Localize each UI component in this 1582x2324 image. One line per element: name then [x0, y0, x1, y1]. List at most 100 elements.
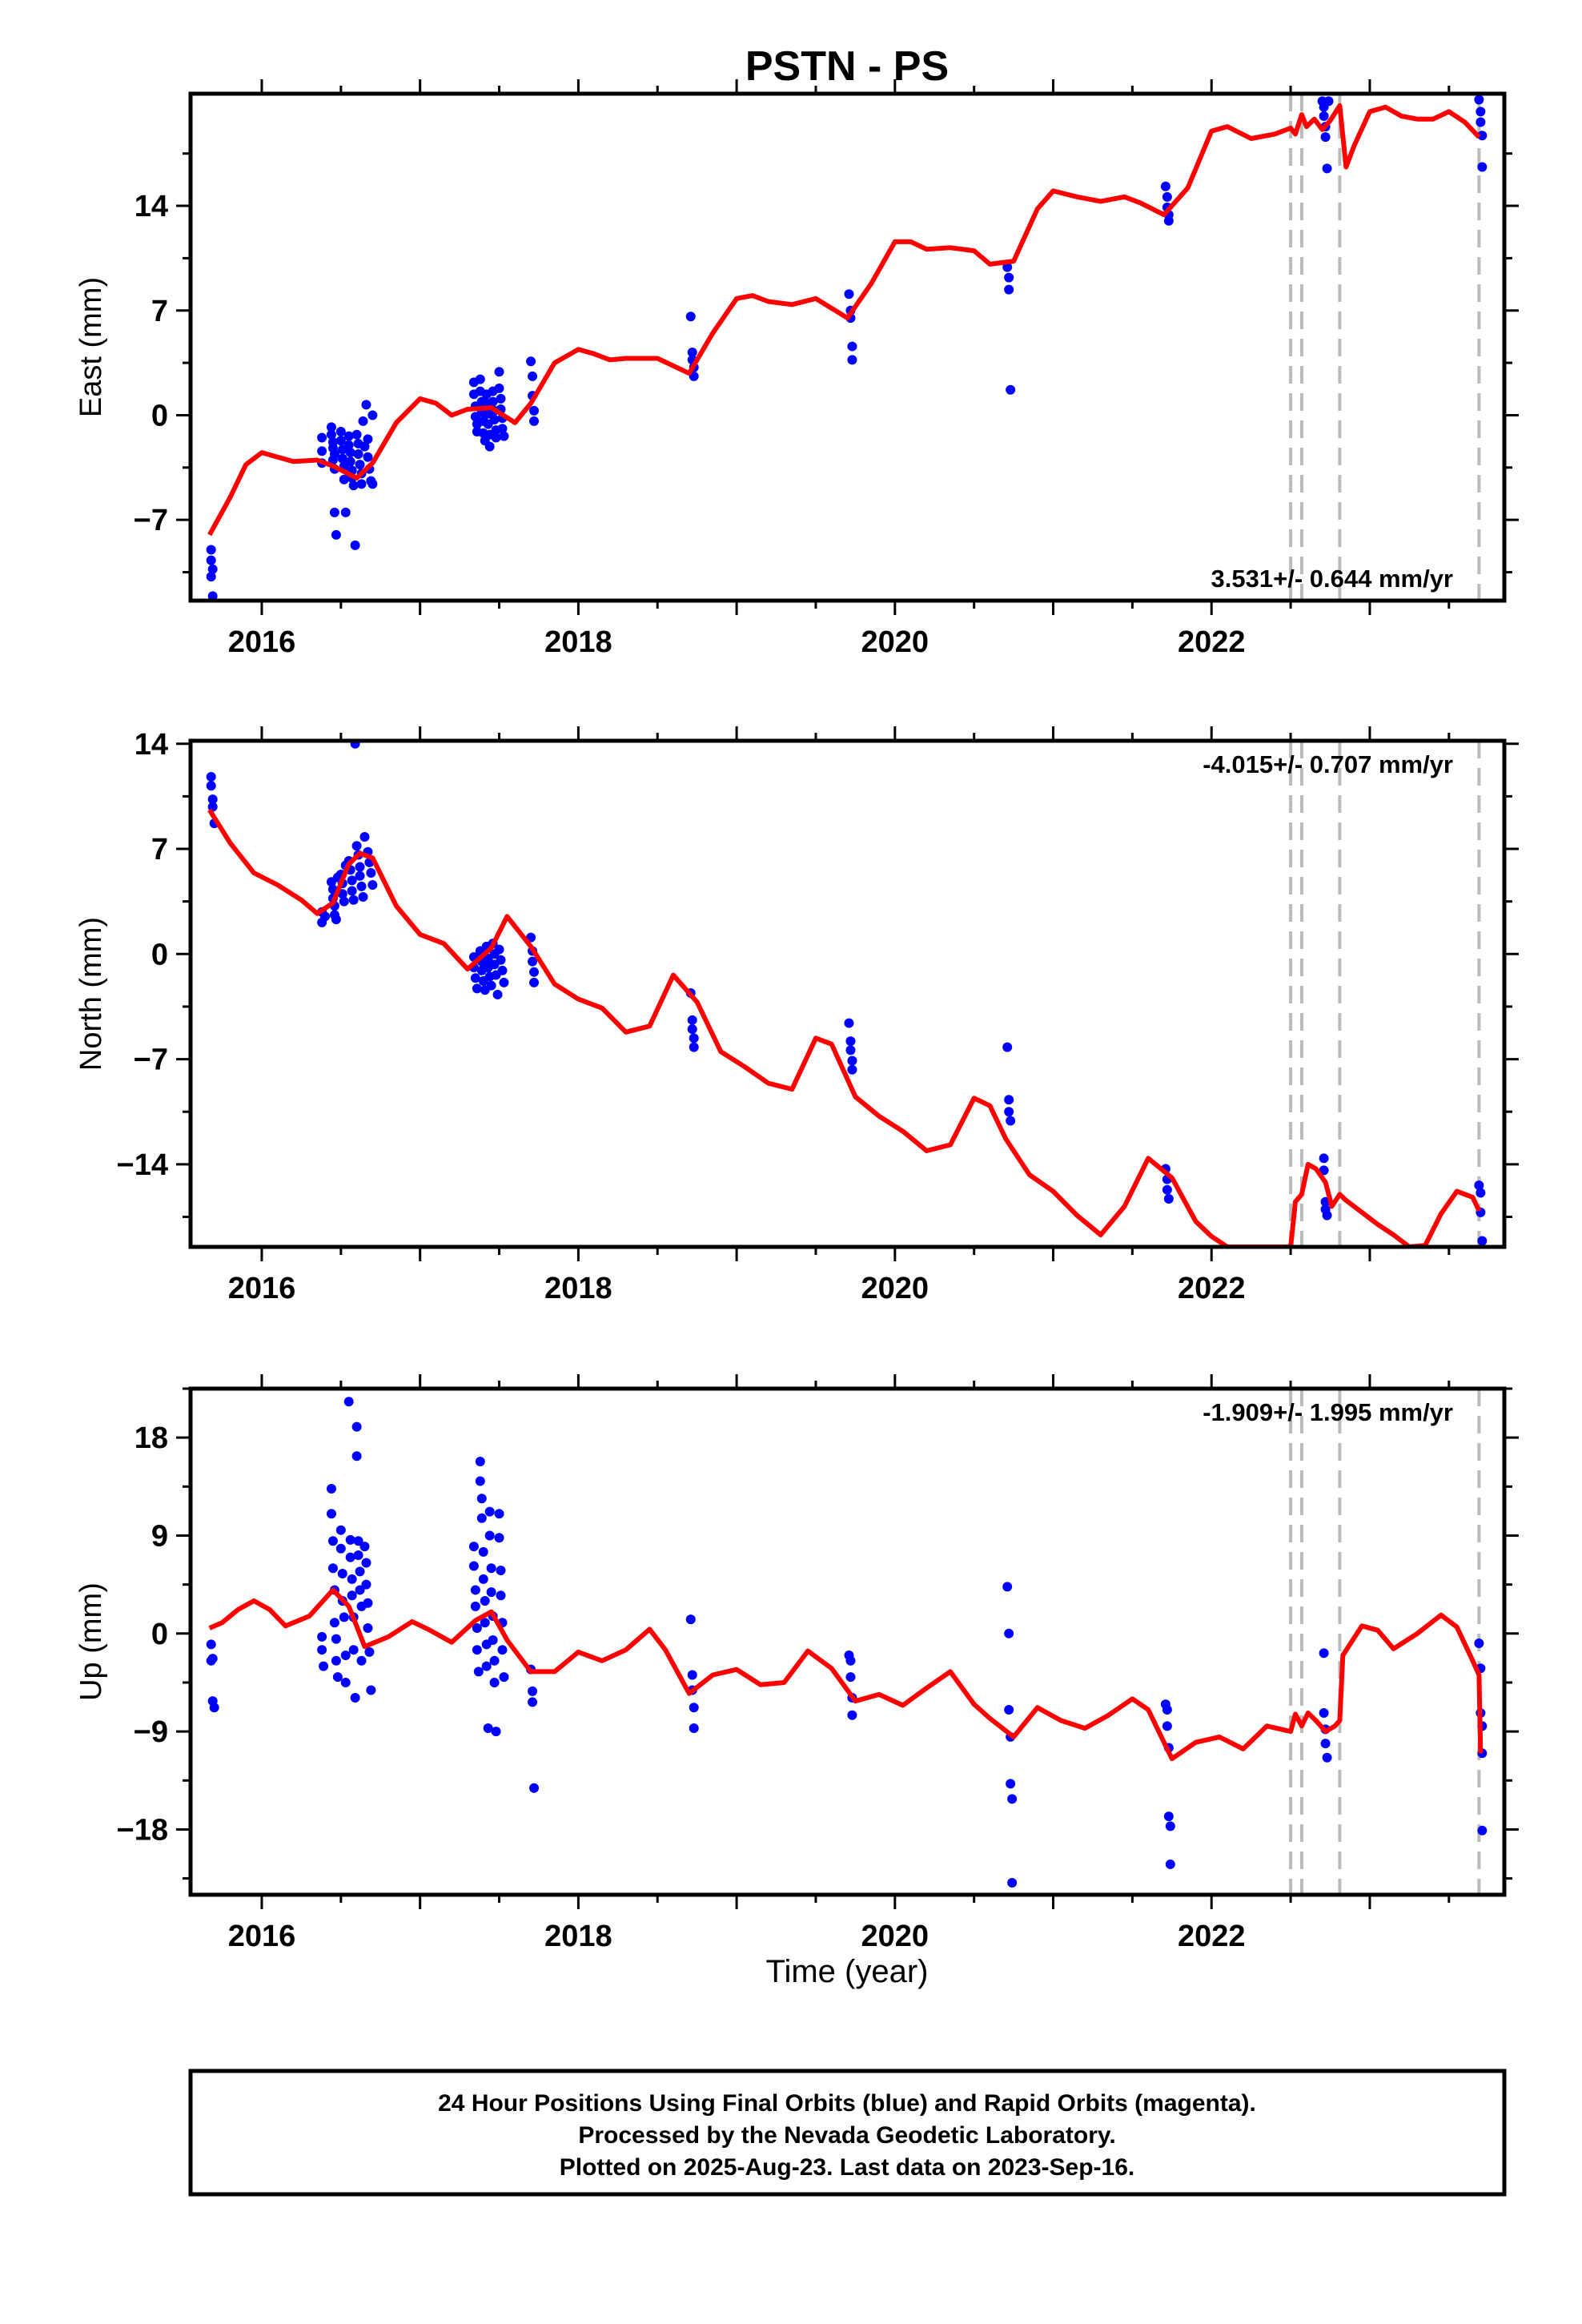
footer-line-2: Processed by the Nevada Geodetic Laborat… — [578, 2122, 1115, 2149]
up-data-point — [209, 1703, 219, 1713]
east-x-tick-label: 2016 — [228, 625, 296, 659]
up-rate-label: -1.909+/- 1.995 mm/yr — [1203, 1398, 1453, 1426]
up-data-point — [327, 1563, 338, 1574]
up-data-point — [494, 1509, 504, 1519]
east-data-point — [1006, 384, 1016, 395]
up-data-point — [355, 1585, 365, 1595]
east-data-point — [529, 416, 540, 426]
north-y-tick-label: 0 — [151, 938, 168, 971]
chart-title: PSTN - PS — [745, 43, 949, 90]
east-data-point — [331, 529, 341, 540]
north-data-point — [847, 1064, 857, 1075]
up-data-point — [472, 1645, 482, 1655]
east-data-point — [1322, 163, 1332, 174]
up-data-point — [847, 1710, 857, 1720]
north-frame — [188, 738, 1507, 1249]
up-data-point — [1002, 1582, 1013, 1592]
up-model-line — [208, 1587, 1484, 1762]
east-data-point — [1319, 111, 1329, 122]
up-data-point — [1007, 1878, 1018, 1888]
up-data-point — [331, 1655, 341, 1666]
north-data-point — [339, 896, 349, 907]
up-x-tick-label: 2020 — [861, 1920, 930, 1953]
up-data-point — [1163, 1811, 1174, 1822]
north-data-point — [367, 880, 378, 891]
east-data-point — [367, 479, 378, 489]
east-data-point — [1477, 162, 1488, 172]
panel-east: 2016 2018 2020 2022 −7 0 7 14 East (mm) 3.531+/- … — [74, 79, 1519, 659]
up-data-point — [319, 1661, 329, 1671]
east-data-point — [1476, 117, 1486, 127]
up-data-point — [476, 1513, 487, 1523]
up-data-point — [475, 1457, 485, 1467]
up-data-point — [845, 1655, 856, 1666]
east-x-tick-label: 2022 — [1178, 625, 1246, 659]
up-data-point — [326, 1484, 336, 1494]
north-data-point — [1477, 1236, 1488, 1246]
north-data-point — [1004, 1107, 1014, 1117]
up-data-point — [345, 1552, 355, 1562]
up-data-point — [327, 1536, 338, 1546]
north-data-point — [689, 1033, 699, 1043]
up-data-point — [207, 1654, 218, 1664]
north-data-point — [496, 955, 506, 965]
east-data-point — [317, 432, 327, 443]
up-data-point — [317, 1631, 327, 1642]
up-data-point — [480, 1618, 490, 1628]
east-data-point — [488, 396, 498, 407]
east-x-tick-label: 2020 — [861, 625, 930, 659]
east-data-point — [1004, 284, 1014, 295]
up-data-point — [353, 1550, 363, 1560]
east-data-point — [687, 348, 697, 358]
east-data-point — [1320, 132, 1331, 143]
east-data-point — [489, 415, 500, 425]
east-data-point — [356, 479, 367, 489]
north-data-point — [1006, 1116, 1016, 1126]
north-data-point — [1004, 1095, 1014, 1105]
north-model-line — [207, 808, 1482, 1247]
north-data-point — [687, 1024, 697, 1035]
north-x-tick-label: 2016 — [228, 1272, 296, 1305]
north-data-point — [1476, 1188, 1486, 1198]
east-data-point — [685, 312, 696, 322]
up-data-point — [339, 1612, 349, 1622]
east-data-point — [206, 545, 216, 555]
up-y-tick-label: 9 — [151, 1519, 168, 1553]
up-data-point — [317, 1645, 327, 1655]
east-data-point — [1323, 96, 1334, 107]
up-y-tick-label: 0 — [151, 1618, 168, 1651]
up-data-point — [472, 1623, 482, 1634]
east-data-point — [326, 422, 336, 432]
north-data-point — [494, 944, 504, 955]
up-data-point — [1474, 1638, 1484, 1649]
up-data-point — [528, 1686, 538, 1696]
east-data-point — [355, 460, 365, 470]
east-data-point — [343, 431, 354, 441]
east-data-point — [335, 436, 346, 446]
up-data-point — [335, 1525, 346, 1535]
north-data-point — [348, 895, 359, 905]
north-data-point — [845, 1045, 856, 1055]
east-data-point — [207, 564, 218, 574]
east-data-point — [335, 427, 346, 436]
north-data-point — [845, 1036, 856, 1047]
east-data-point — [339, 474, 349, 485]
east-data-point — [475, 374, 485, 384]
north-data-point — [499, 977, 509, 987]
up-data-point — [326, 1509, 336, 1519]
up-data-point — [356, 1655, 367, 1666]
up-data-point — [489, 1677, 500, 1687]
up-data-point — [481, 1661, 492, 1671]
north-data-point — [1319, 1153, 1329, 1164]
east-data-point — [1474, 94, 1484, 105]
up-data-point — [363, 1598, 373, 1608]
up-data-point — [345, 1534, 355, 1545]
east-data-point — [358, 416, 368, 426]
up-data-point — [355, 1566, 365, 1577]
up-data-point — [475, 1476, 485, 1486]
up-y-tick-label: −9 — [134, 1715, 168, 1749]
east-data-point — [317, 446, 327, 456]
east-data-point — [367, 410, 378, 420]
up-data-point — [347, 1574, 357, 1584]
up-data-point — [473, 1667, 484, 1677]
